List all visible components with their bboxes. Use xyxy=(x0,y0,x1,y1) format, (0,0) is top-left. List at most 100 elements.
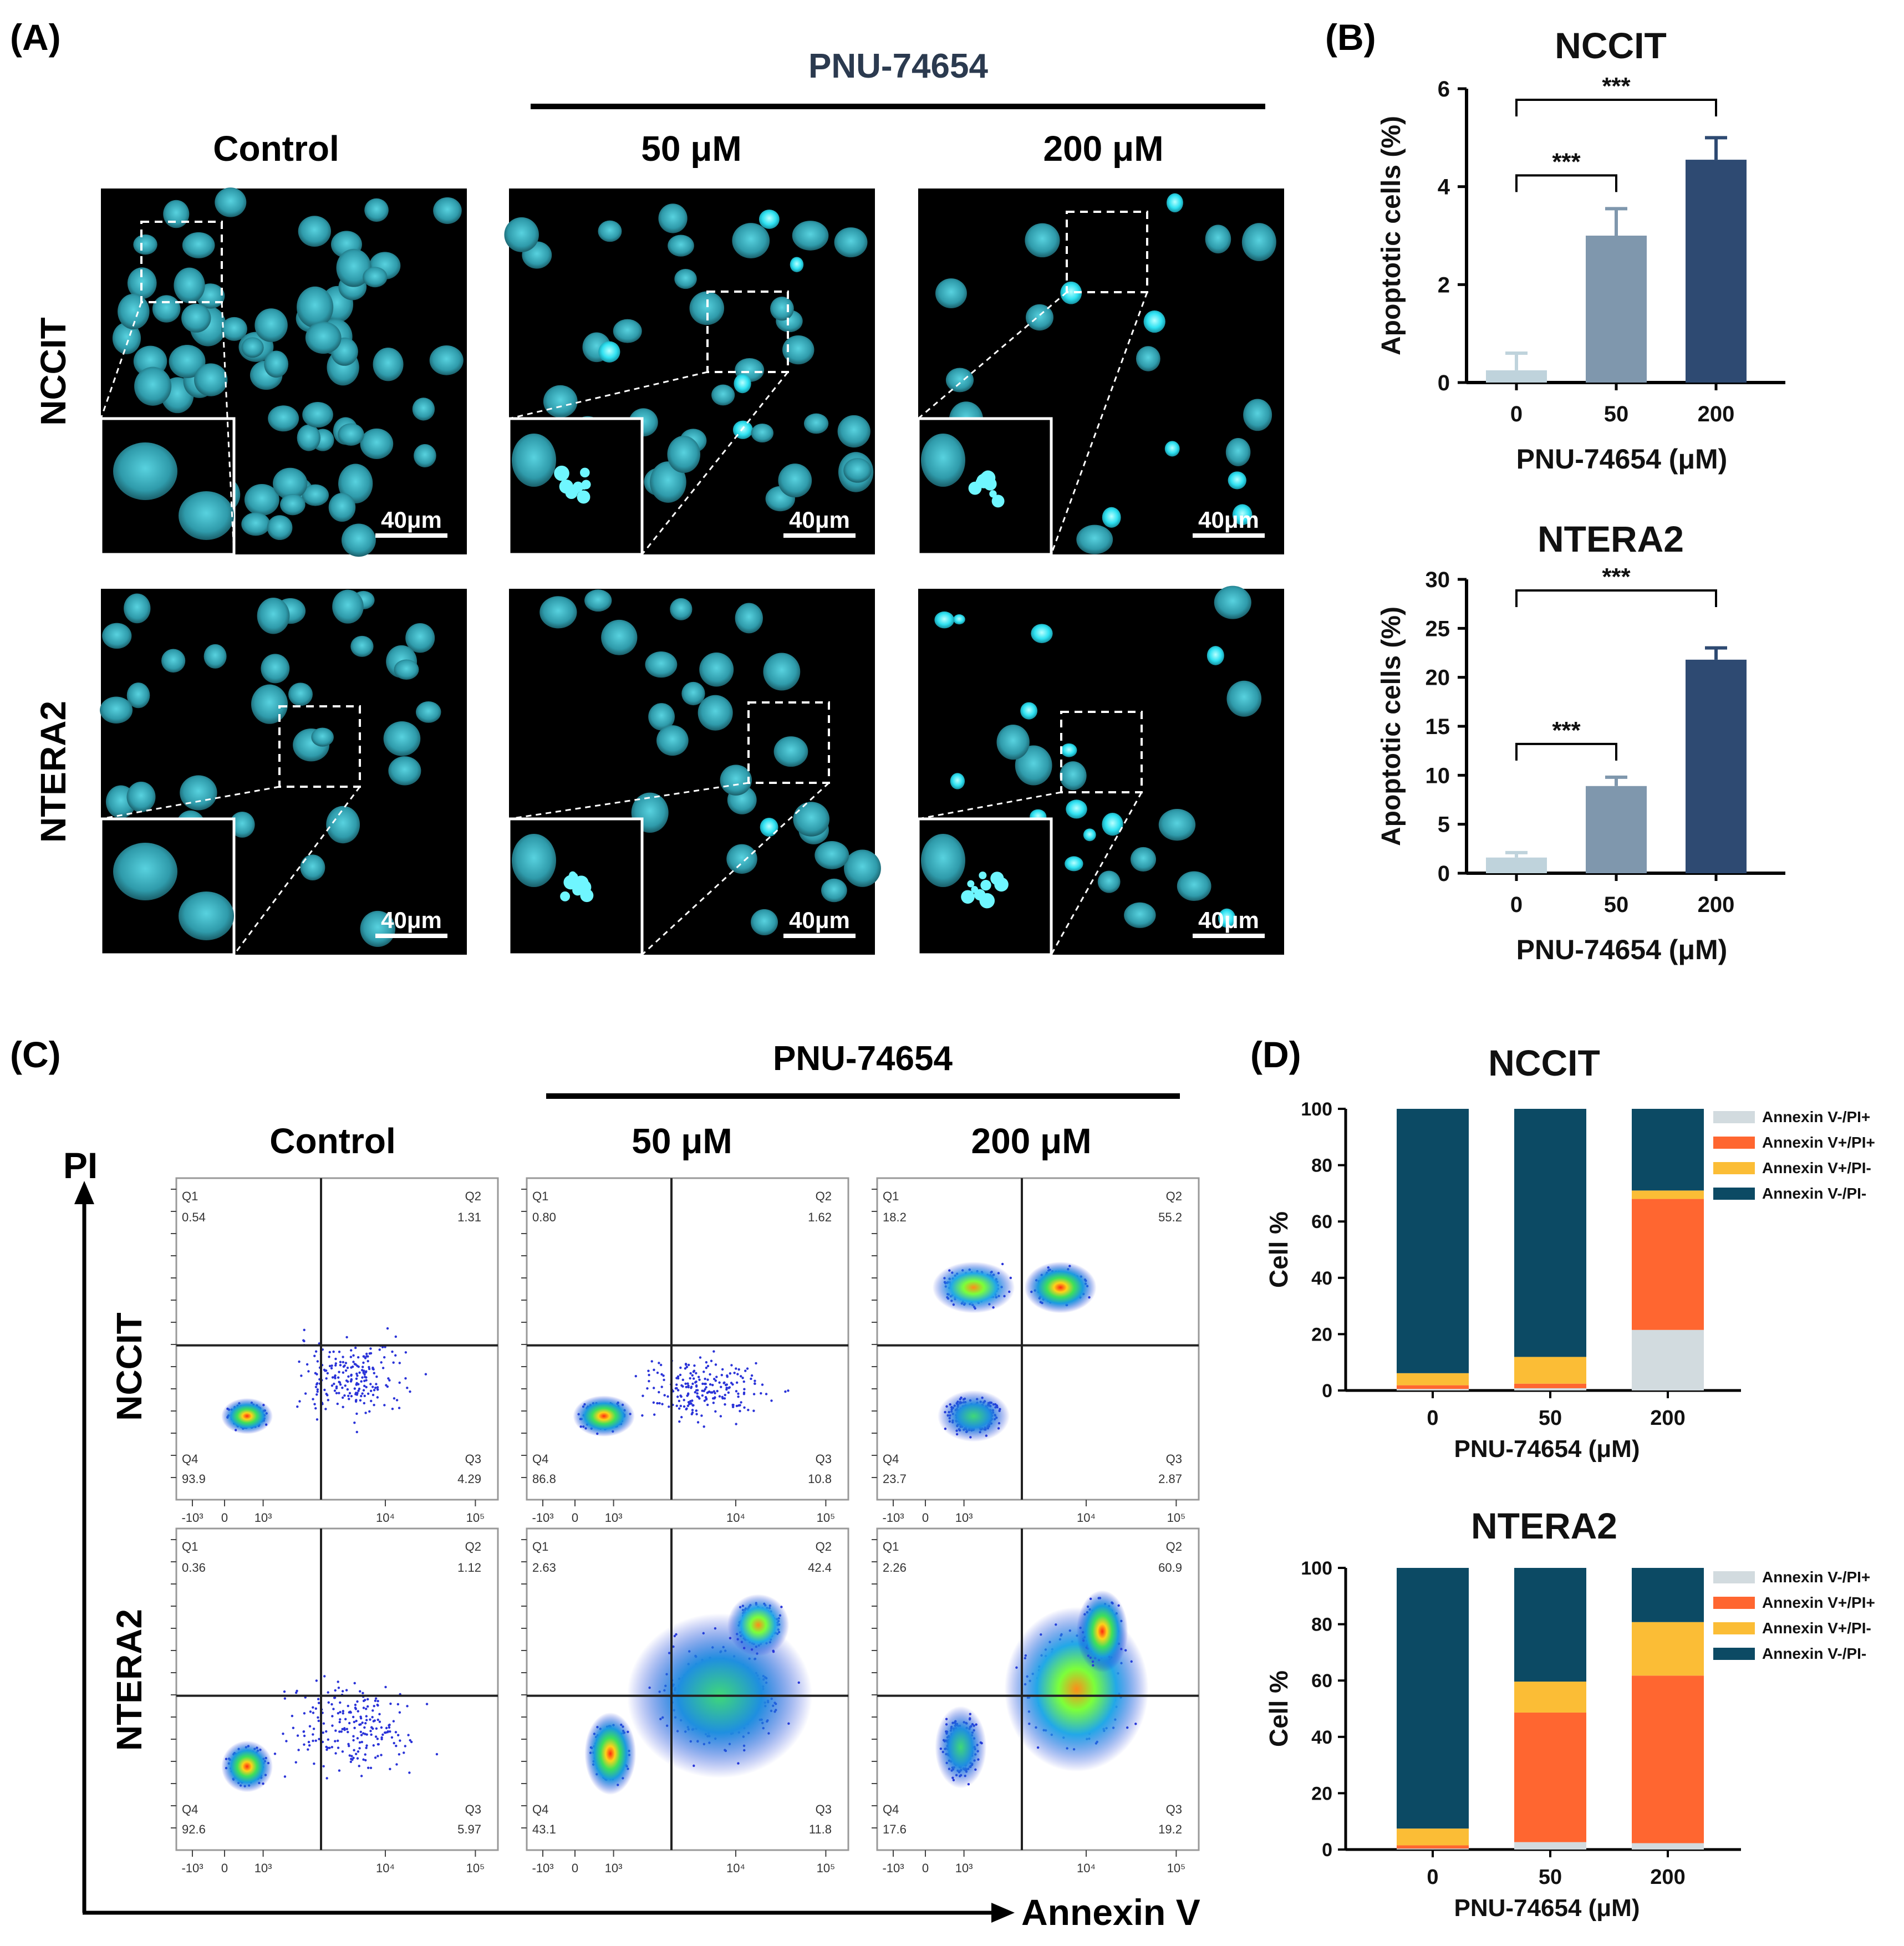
event-dot xyxy=(747,1408,750,1412)
event-dot xyxy=(705,1361,708,1364)
event-dot xyxy=(378,1720,381,1723)
event-dot xyxy=(686,1404,690,1407)
event-dot xyxy=(314,1739,317,1742)
event-dot xyxy=(339,1701,342,1704)
x-tick-label: 10⁴ xyxy=(376,1861,395,1875)
event-dot xyxy=(363,1726,366,1729)
cell-nucleus xyxy=(244,483,279,516)
cell-nucleus xyxy=(698,695,733,731)
zoom-connector-line xyxy=(1050,292,1148,555)
scale-bar xyxy=(783,934,856,938)
event-dot xyxy=(394,1354,397,1357)
event-dot xyxy=(307,1740,310,1744)
apoptotic-nucleus xyxy=(1218,908,1236,928)
scale-bar xyxy=(375,934,447,938)
apoptotic-nucleus xyxy=(760,817,778,837)
event-dot xyxy=(369,1718,371,1721)
event-dot xyxy=(398,1362,401,1364)
apoptotic-nucleus xyxy=(1065,856,1083,872)
event-dot xyxy=(308,1744,311,1747)
event-dot xyxy=(341,1386,344,1389)
event-dot xyxy=(663,1394,666,1397)
event-dot xyxy=(731,1403,734,1407)
cell-nucleus xyxy=(584,589,612,612)
cell-nucleus xyxy=(241,512,271,536)
event-dot xyxy=(733,1372,736,1374)
micrograph-ntera2-0: 40μm xyxy=(99,589,467,956)
cell-nucleus xyxy=(102,623,132,649)
x-tick-label: 10³ xyxy=(605,1511,623,1525)
event-dot xyxy=(389,1767,391,1771)
event-dot xyxy=(371,1385,374,1388)
cell-nucleus xyxy=(689,291,725,325)
event-dot xyxy=(363,1379,366,1382)
cell-nucleus xyxy=(268,405,299,432)
cell-nucleus xyxy=(770,297,794,321)
cell-nucleus xyxy=(1097,870,1121,893)
event-dot xyxy=(330,1367,333,1370)
cell-nucleus xyxy=(843,458,872,483)
event-dot xyxy=(315,1393,318,1396)
event-dot xyxy=(716,1389,719,1393)
event-dot xyxy=(1001,1262,1004,1266)
event-dot xyxy=(699,1356,702,1359)
event-dot xyxy=(366,1359,369,1363)
event-dot xyxy=(388,1379,391,1382)
event-dot xyxy=(353,1682,356,1685)
cell-nucleus xyxy=(328,492,356,522)
apoptotic-nucleus xyxy=(1031,624,1053,643)
event-dot xyxy=(355,1377,358,1380)
event-dot xyxy=(357,1356,360,1359)
inset-fragment xyxy=(577,880,592,895)
event-dot xyxy=(338,1769,341,1772)
cell-nucleus xyxy=(241,337,264,358)
event-dot xyxy=(360,1734,363,1736)
event-dot xyxy=(693,1369,696,1372)
bar-50 xyxy=(1586,236,1647,383)
event-dot xyxy=(735,1390,738,1393)
event-dot xyxy=(334,1729,337,1732)
x-tick-label: 10⁵ xyxy=(817,1861,836,1875)
panel-a-col-200um: 200 μM xyxy=(1043,129,1163,169)
event-dot xyxy=(702,1425,705,1428)
event-dot xyxy=(344,1384,347,1387)
event-dot xyxy=(371,1716,374,1719)
event-dot xyxy=(718,1395,721,1398)
event-dot xyxy=(700,1414,703,1417)
event-dot xyxy=(376,1738,379,1740)
panel-a-row-ntera2: NTERA2 xyxy=(33,701,73,843)
event-dot xyxy=(365,1744,368,1747)
event-dot xyxy=(404,1377,407,1380)
apoptotic-nucleus xyxy=(1206,646,1224,665)
event-dot xyxy=(663,1378,665,1382)
event-dot xyxy=(375,1727,378,1730)
event-dot xyxy=(648,1379,650,1383)
event-dot xyxy=(357,1366,360,1368)
scale-bar xyxy=(1193,533,1265,538)
event-dot xyxy=(307,1748,309,1751)
x-tick-label: 10⁵ xyxy=(1167,1511,1186,1525)
significance-label: *** xyxy=(1552,148,1581,175)
event-dot xyxy=(369,1730,372,1733)
cell-nucleus xyxy=(539,596,577,629)
x-tick-label: 10⁵ xyxy=(817,1511,836,1525)
apoptotic-nucleus xyxy=(953,614,965,625)
y-tick-label: 2 xyxy=(1438,273,1450,297)
inset-fragment xyxy=(560,891,571,901)
event-dot xyxy=(285,1740,288,1743)
event-dot xyxy=(303,1743,306,1746)
cell-nucleus xyxy=(169,345,206,379)
event-dot xyxy=(331,1724,334,1727)
event-dot xyxy=(316,1382,319,1385)
x-tick-label: -10³ xyxy=(181,1511,203,1525)
cell-nucleus xyxy=(1025,304,1054,331)
event-dot xyxy=(374,1756,377,1759)
event-dot xyxy=(354,1363,357,1366)
event-dot xyxy=(684,1362,688,1366)
quadrant-name-q4: Q4 xyxy=(883,1452,899,1466)
cell-nucleus xyxy=(383,721,421,756)
event-dot xyxy=(363,1394,366,1398)
event-dot xyxy=(642,1394,644,1397)
